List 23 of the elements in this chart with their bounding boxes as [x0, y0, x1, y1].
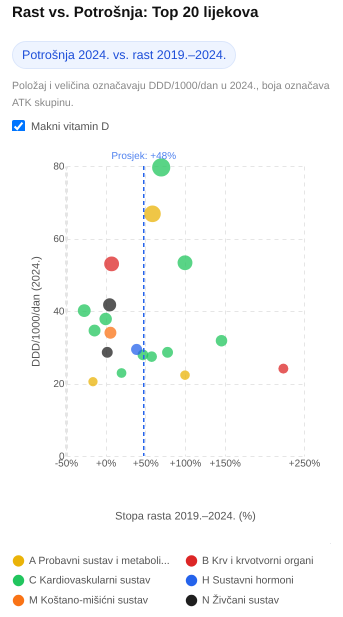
legend-label: H Sustavni hormoni — [202, 574, 294, 586]
y-tick-label: 40 — [53, 306, 65, 318]
x-tick-label: +250% — [288, 458, 320, 470]
legend-label: C Kardiovaskularni sustav — [29, 574, 152, 586]
x-tick-label: +0% — [96, 458, 116, 470]
x-tick-label: -50% — [54, 458, 78, 470]
y-tick-label: 60 — [53, 234, 65, 245]
chart-subtitle: Potrošnja 2024. vs. rast 2019.–2024. — [12, 41, 236, 69]
legend-label: A Probavni sustav i metaboli... — [29, 554, 170, 567]
x-axis-title: Stopa rasta 2019.–2024. (%) — [115, 510, 256, 522]
x-tick-label: +50% — [132, 458, 159, 470]
x-tick-label: +150% — [209, 458, 241, 470]
legend-label: B Krv i krvotvorni organi — [202, 554, 314, 567]
text: Položaj i veličina označavaju DDD/1000/dan u 2024., boja označava ATK skupinu. — [12, 79, 331, 111]
y-axis-title: DDD/1000/dan (2024.) — [30, 256, 42, 367]
legend-label: N Živčani sustav — [202, 594, 280, 606]
ref-line-label: Prosjek: +48% — [111, 151, 176, 162]
y-tick-label: 80 — [53, 162, 65, 172]
legend-label: M Koštano-mišićni sustav — [29, 594, 149, 606]
text: Makni vitamin D — [31, 120, 110, 132]
chart-title: Rast vs. Potrošnja: Top 20 lijekova — [12, 4, 258, 21]
y-tick-label: 20 — [53, 379, 65, 390]
x-tick-label: +100% — [170, 458, 202, 470]
